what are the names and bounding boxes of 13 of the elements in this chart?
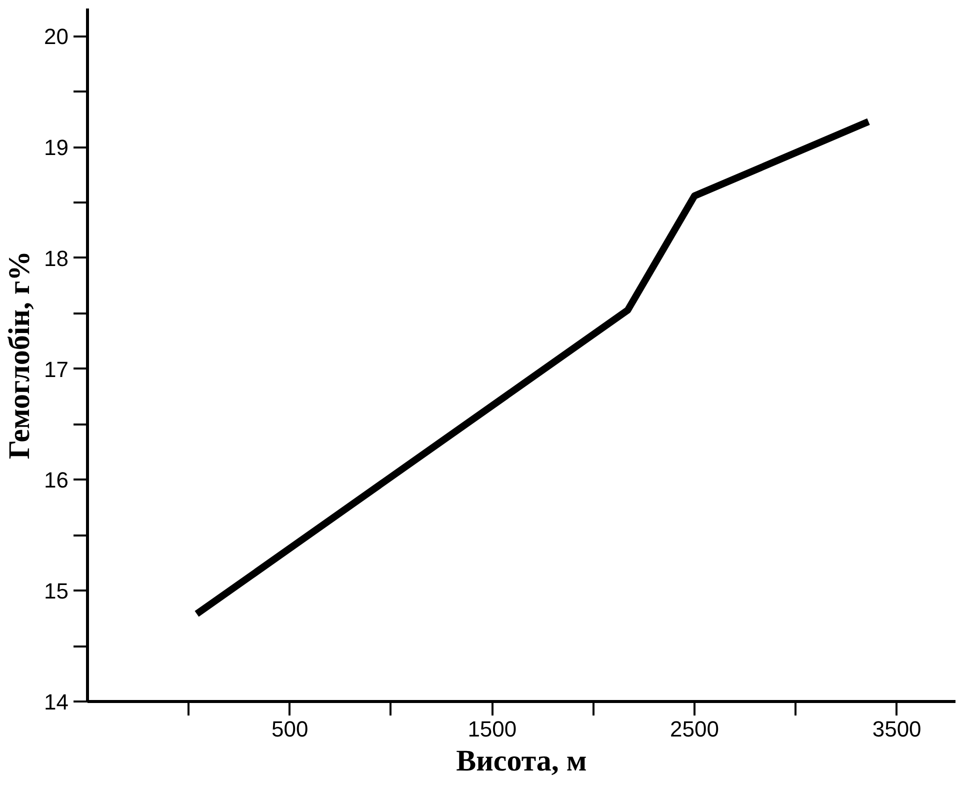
y-tick-label: 16 <box>44 468 69 493</box>
x-tick-label: 500 <box>271 716 308 742</box>
x-tick-label: 3500 <box>872 716 922 742</box>
y-axis-title: Гемоглобін, г% <box>3 250 36 460</box>
y-tick-label: 17 <box>44 356 69 382</box>
y-tick-label: 19 <box>44 135 69 160</box>
y-tick-label: 15 <box>44 578 69 604</box>
x-tick-label: 2500 <box>670 716 719 742</box>
x-tick-label: 1500 <box>468 716 517 742</box>
y-tick-label: 18 <box>44 246 69 271</box>
y-tick-label: 14 <box>44 690 69 714</box>
y-tick-label: 20 <box>44 24 69 50</box>
x-axis-title: Висота, м <box>456 744 587 778</box>
